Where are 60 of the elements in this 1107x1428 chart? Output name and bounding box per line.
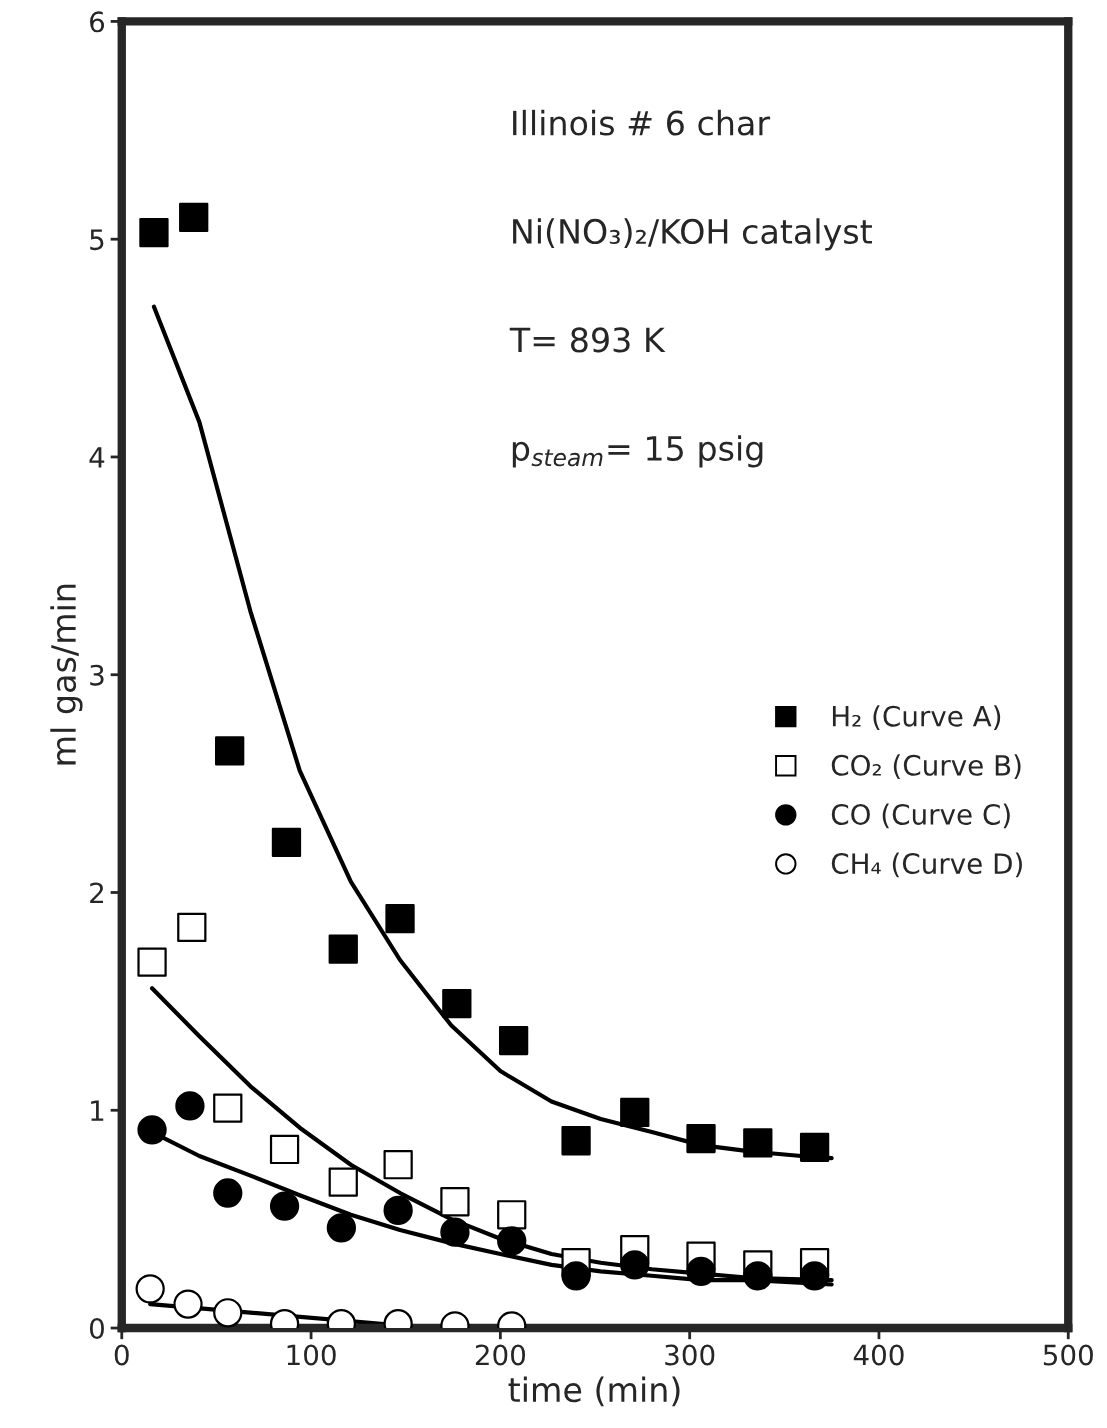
point bbox=[743, 1128, 773, 1158]
point bbox=[213, 1178, 243, 1208]
point bbox=[173, 1289, 203, 1319]
point bbox=[385, 903, 415, 934]
x-tick-label: 500 bbox=[1043, 1344, 1093, 1366]
point bbox=[177, 912, 207, 942]
legend-label: CH₄ (Curve D) bbox=[831, 852, 1022, 878]
point bbox=[497, 1200, 527, 1230]
point bbox=[175, 1091, 205, 1121]
legend-label: H₂ (Curve A) bbox=[832, 705, 1001, 730]
x-tick-label: 100 bbox=[287, 1344, 336, 1366]
point bbox=[328, 1167, 358, 1197]
point bbox=[497, 1226, 527, 1256]
point bbox=[686, 1123, 716, 1154]
y-tick-label: 2 bbox=[90, 882, 104, 904]
y-tick-label: 5 bbox=[90, 229, 104, 251]
legend-label: CO (Curve C) bbox=[831, 803, 1010, 829]
annotation: T= 893 K bbox=[509, 327, 666, 353]
x-tick-label: 0 bbox=[114, 1344, 129, 1366]
annotation: p$_{steam}$= 15 psig bbox=[512, 435, 763, 468]
y-tick-label: 4 bbox=[89, 447, 105, 468]
point bbox=[440, 1187, 470, 1217]
point bbox=[686, 1256, 716, 1287]
point bbox=[799, 1261, 830, 1291]
point bbox=[383, 1195, 413, 1226]
y-tick-label: 6 bbox=[90, 11, 105, 33]
point bbox=[139, 218, 169, 248]
point bbox=[135, 1274, 165, 1304]
point bbox=[269, 1134, 300, 1165]
point bbox=[743, 1261, 773, 1291]
point bbox=[213, 1298, 243, 1328]
point bbox=[137, 1115, 167, 1145]
annotation: Ni(NO₃)₂/KOH catalyst bbox=[513, 218, 872, 251]
point bbox=[271, 827, 302, 858]
x-tick-label: 300 bbox=[665, 1344, 715, 1366]
y-tick-label: 3 bbox=[90, 664, 104, 686]
y-axis-title: ml gas/min bbox=[50, 584, 83, 765]
point bbox=[326, 1213, 356, 1243]
point bbox=[561, 1261, 591, 1291]
point bbox=[328, 934, 358, 964]
point bbox=[498, 1025, 529, 1056]
point bbox=[179, 202, 209, 233]
point bbox=[213, 1093, 243, 1123]
point bbox=[383, 1150, 413, 1180]
point bbox=[215, 736, 245, 766]
point bbox=[799, 1132, 830, 1162]
point bbox=[442, 988, 472, 1019]
point bbox=[620, 1250, 650, 1280]
annotation: Illinois # 6 char bbox=[513, 109, 771, 136]
point bbox=[137, 947, 167, 977]
x-axis-title: time (min) bbox=[508, 1376, 680, 1407]
x-tick-label: 400 bbox=[853, 1344, 904, 1366]
point bbox=[440, 1217, 470, 1247]
point bbox=[620, 1097, 650, 1128]
y-tick-label: 0 bbox=[89, 1317, 104, 1339]
y-tick-label: 1 bbox=[91, 1100, 104, 1121]
legend-label: CO₂ (Curve B) bbox=[831, 754, 1021, 780]
point bbox=[561, 1126, 591, 1156]
x-tick-label: 200 bbox=[475, 1344, 526, 1366]
point bbox=[269, 1191, 300, 1221]
